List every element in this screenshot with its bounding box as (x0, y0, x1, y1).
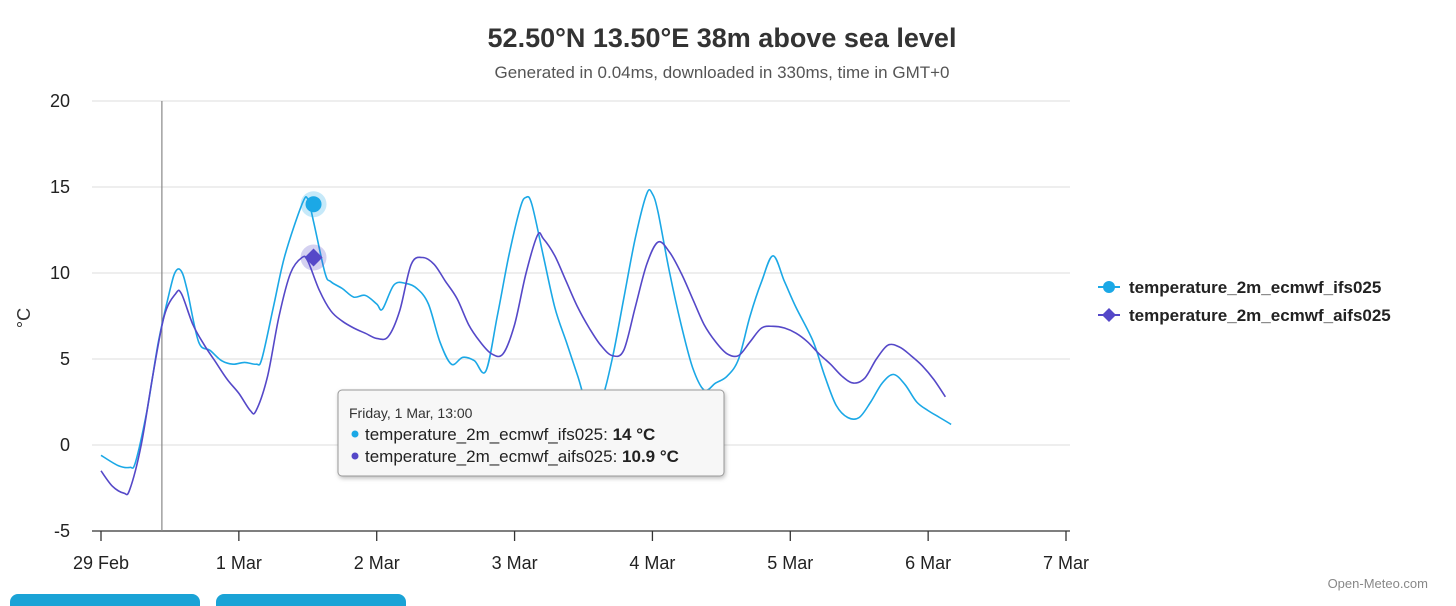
bottom-tab-button-1[interactable] (10, 594, 200, 606)
tooltip-bullet-ifs-icon (351, 430, 359, 438)
x-tick-label: 2 Mar (354, 553, 400, 573)
chart-subtitle: Generated in 0.04ms, downloaded in 330ms… (495, 63, 950, 82)
legend-item-aifs[interactable]: temperature_2m_ecmwf_aifs025 (1098, 306, 1391, 325)
x-tick-label: 3 Mar (492, 553, 538, 573)
x-tick-label: 6 Mar (905, 553, 951, 573)
highlight-point-ifs (305, 196, 322, 213)
tooltip-header: Friday, 1 Mar, 13:00 (349, 405, 473, 421)
bottom-tab-button-2[interactable] (216, 594, 406, 606)
legend: temperature_2m_ecmwf_ifs025 temperature_… (1098, 278, 1391, 325)
tooltip-bullet-aifs-icon (351, 452, 359, 460)
x-tick-label: 5 Mar (767, 553, 813, 573)
tooltip-row-ifs-label: temperature_2m_ecmwf_ifs025: (365, 425, 613, 444)
x-tick-label: 4 Mar (629, 553, 675, 573)
y-tick-label: 20 (50, 91, 70, 111)
series-line-aifs (100, 232, 947, 496)
x-tick-label: 7 Mar (1043, 553, 1089, 573)
y-tick-label: -5 (54, 521, 70, 541)
legend-item-ifs[interactable]: temperature_2m_ecmwf_ifs025 (1098, 278, 1381, 297)
legend-label-ifs: temperature_2m_ecmwf_ifs025 (1129, 278, 1381, 297)
highlight-point-aifs (304, 248, 323, 267)
highlighted-points (300, 191, 327, 271)
tooltip: Friday, 1 Mar, 13:00 temperature_2m_ecmw… (337, 389, 725, 477)
legend-marker-diamond-icon (1102, 308, 1116, 322)
series-lines (100, 188, 952, 496)
y-axis-title: °C (14, 308, 34, 328)
tooltip-row-ifs: temperature_2m_ecmwf_ifs025: 14 °C (365, 425, 655, 444)
legend-marker-circle-icon (1103, 281, 1115, 293)
tooltip-row-ifs-value: 14 °C (613, 425, 656, 444)
y-tick-label: 5 (60, 349, 70, 369)
y-tick-label: 15 (50, 177, 70, 197)
tooltip-row-aifs: temperature_2m_ecmwf_aifs025: 10.9 °C (365, 447, 679, 466)
x-tick-label: 29 Feb (73, 553, 129, 573)
series-line-ifs (100, 188, 952, 469)
legend-label-aifs: temperature_2m_ecmwf_aifs025 (1129, 306, 1391, 325)
y-tick-labels: 20 15 10 5 0 -5 (50, 91, 70, 541)
chart-title: 52.50°N 13.50°E 38m above sea level (488, 23, 957, 53)
tooltip-box (337, 389, 725, 477)
tooltip-row-aifs-label: temperature_2m_ecmwf_aifs025: (365, 447, 622, 466)
x-axis: 29 Feb 1 Mar 2 Mar 3 Mar 4 Mar 5 Mar 6 Mar 7 Ma… (73, 530, 1089, 573)
credits-link[interactable]: Open-Meteo.com (1328, 576, 1428, 591)
y-tick-label: 10 (50, 263, 70, 283)
x-tick-label: 1 Mar (216, 553, 262, 573)
tooltip-row-aifs-value: 10.9 °C (622, 447, 679, 466)
y-tick-label: 0 (60, 435, 70, 455)
